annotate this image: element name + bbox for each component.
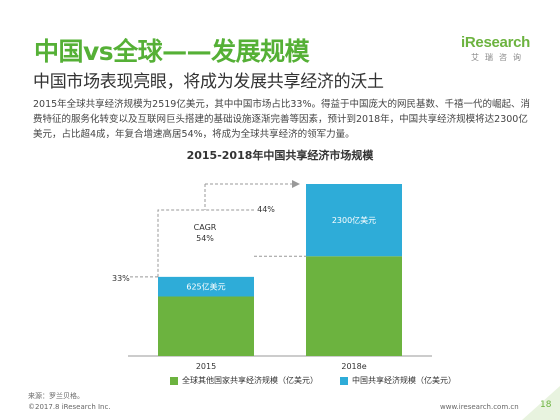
- website-url: www.iresearch.com.cn: [440, 403, 519, 411]
- bar-china-2018e: [306, 184, 402, 257]
- legend-item-global: 全球其他国家共享经济规模（亿美元）: [170, 375, 318, 386]
- page-number: 18: [540, 400, 552, 410]
- logo-name: iResearch: [461, 34, 531, 51]
- copyright: ©2017.8 iResearch Inc.: [28, 403, 111, 411]
- data-label-china-2018e: 2300亿美元: [332, 215, 376, 225]
- x-tick-label-2018e: 2018e: [341, 362, 366, 371]
- legend-swatch-global: [170, 376, 178, 385]
- stacked-bar-chart: 2015 2018e 625亿美元 2300亿美元 33% 44% CAGR 54%: [112, 180, 432, 371]
- data-label-china-2015: 625亿美元: [186, 282, 225, 292]
- cagr-value: 54%: [196, 234, 214, 243]
- page-title: 中国vs全球——发展规模: [34, 37, 310, 66]
- legend-label-china: 中国共享经济规模（亿美元）: [352, 376, 456, 385]
- x-tick-label-2015: 2015: [196, 362, 216, 371]
- chart-legend: 全球其他国家共享经济规模（亿美元） 中国共享经济规模（亿美元）: [170, 375, 456, 386]
- legend-swatch-china: [340, 376, 348, 385]
- body-paragraph: 2015年全球共享经济规模为2519亿美元，其中中国市场占比33%。得益于中国庞…: [33, 99, 530, 140]
- bar-china-2015: [158, 276, 254, 297]
- chart-title: 2015-2018年中国共享经济市场规模: [186, 149, 374, 162]
- share-label-2018e: 44%: [257, 205, 275, 214]
- logo-subtitle: 艾瑞咨询: [471, 53, 527, 62]
- cagr-bracket-left: [157, 209, 254, 277]
- cagr-arrow-head: [292, 180, 300, 188]
- share-label-2015: 33%: [112, 274, 130, 283]
- corner-decoration: [522, 386, 560, 420]
- bar-global-2018e: [306, 256, 402, 356]
- source-note: 来源：罗兰贝格。: [28, 392, 84, 400]
- page-subtitle: 中国市场表现亮眼，将成为发展共享经济的沃土: [33, 72, 384, 92]
- bar-global-2015: [158, 296, 254, 356]
- iresearch-logo: iResearch 艾瑞咨询: [461, 34, 551, 63]
- cagr-label: CAGR: [194, 223, 217, 232]
- legend-label-global: 全球其他国家共享经济规模（亿美元）: [182, 376, 318, 385]
- legend-item-china: 中国共享经济规模（亿美元）: [340, 375, 456, 386]
